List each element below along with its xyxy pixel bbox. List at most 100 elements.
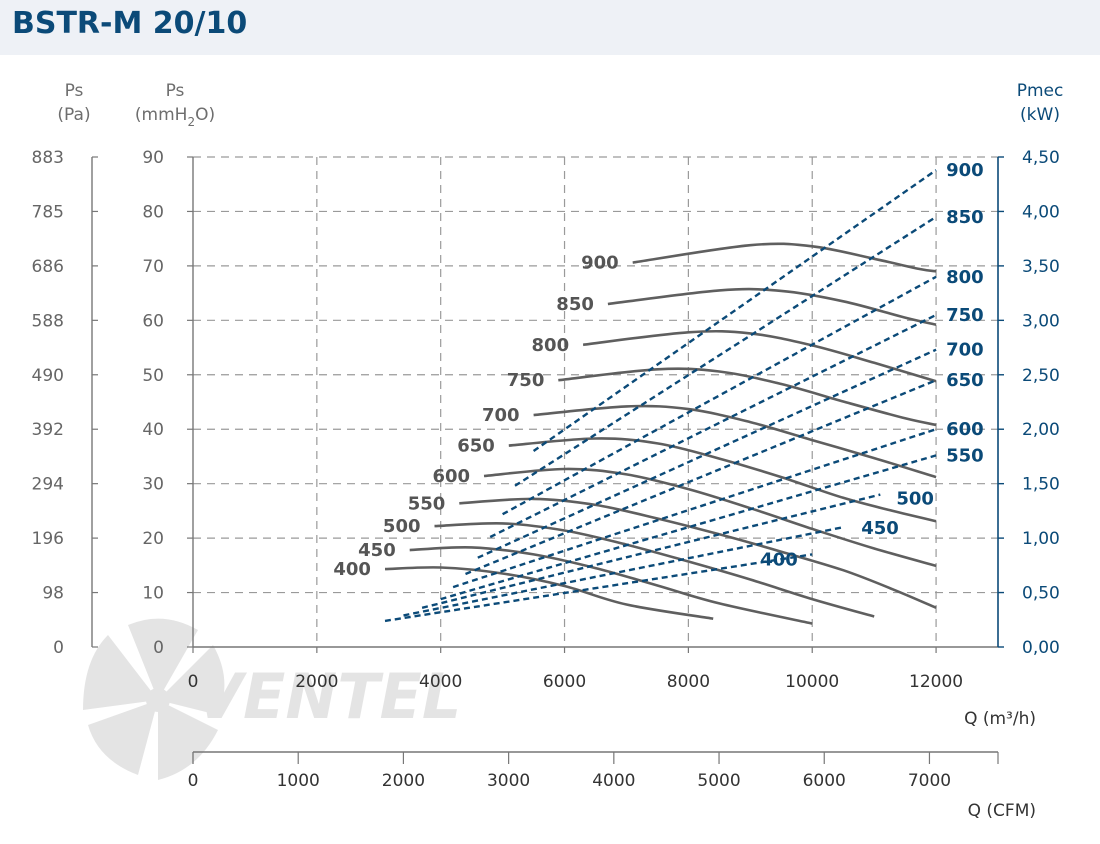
power-curve-label: 850: [946, 207, 984, 228]
power-tick-label: 4,50: [1022, 148, 1060, 168]
mmh2o-unit-a: (mmH: [135, 105, 188, 125]
x-axis-label: Q (m³/h): [964, 709, 1036, 729]
pressure-curve-label: 600: [432, 466, 470, 487]
power-curve-500: [421, 493, 881, 609]
pressure-curve-label: 900: [581, 253, 619, 274]
pa-tick-label: 196: [32, 529, 64, 549]
pa-tick-label: 785: [32, 202, 64, 222]
pa-tick-label: 883: [32, 148, 64, 168]
mmh2o-tick-label: 40: [142, 420, 164, 440]
x-tick-label: 4000: [419, 672, 462, 692]
power-tick-label: 0,00: [1022, 638, 1060, 658]
mmh2o-unit-sub: 2: [187, 115, 195, 129]
pressure-curve-850: [607, 287, 937, 326]
power-curve-750: [489, 313, 937, 539]
power-curve-900: [532, 169, 937, 452]
power-tick-label: 3,00: [1022, 311, 1060, 331]
power-axis-label-1: Pmec: [1017, 81, 1064, 101]
pa-tick-label: 0: [53, 638, 64, 658]
power-tick-label: 3,50: [1022, 257, 1060, 277]
power-tick-label: 4,00: [1022, 202, 1060, 222]
chart-title: BSTR-M 20/10: [12, 6, 248, 41]
power-curve-600: [452, 428, 937, 589]
pressure-curve-500: [434, 521, 875, 618]
mmh2o-axis-label-1: Ps: [166, 81, 185, 101]
pressure-curve-label: 450: [358, 540, 396, 561]
x-tick-label: 2000: [295, 672, 338, 692]
cfm-tick-label: 5000: [697, 771, 740, 791]
pressure-curve-550: [459, 497, 937, 609]
power-curve-850: [514, 215, 937, 487]
x-tick-label: 0: [188, 672, 199, 692]
pressure-curve-600: [483, 467, 937, 568]
pa-axis-label-1: Ps: [65, 81, 84, 101]
cfm-tick-label: 1000: [277, 771, 320, 791]
pressure-curve-400: [384, 566, 714, 620]
pressure-curve-800: [582, 329, 937, 383]
power-curve-label: 600: [946, 419, 984, 440]
power-curve-label: 550: [946, 445, 984, 466]
power-curve-label: 750: [946, 305, 984, 326]
pa-tick-label: 392: [32, 420, 64, 440]
mmh2o-tick-label: 90: [142, 148, 164, 168]
power-curve-label: 800: [946, 267, 984, 288]
power-curve-label: 700: [946, 340, 984, 361]
pressure-curve-label: 850: [556, 294, 594, 315]
pressure-curve-label: 800: [532, 335, 570, 356]
power-curve-700: [477, 348, 937, 559]
mmh2o-tick-label: 20: [142, 529, 164, 549]
x-tick-label: 6000: [543, 672, 586, 692]
power-tick-label: 0,50: [1022, 584, 1060, 604]
pa-tick-label: 686: [32, 257, 64, 277]
x-tick-label: 10000: [785, 672, 839, 692]
power-tick-label: 1,00: [1022, 529, 1060, 549]
pressure-curve-650: [508, 437, 937, 523]
power-curve-label: 650: [946, 370, 984, 391]
cfm-tick-label: 4000: [592, 771, 635, 791]
mmh2o-tick-label: 80: [142, 202, 164, 222]
axis-labels: Ps (Pa) Ps (mmH2O) Pmec (kW) Q (m³/h) Q …: [57, 81, 1063, 821]
pressure-curve-900: [632, 242, 937, 273]
mmh2o-axis-label-2: (mmH2O): [135, 105, 215, 129]
pressure-curve-700: [533, 404, 937, 479]
pa-tick-label: 490: [32, 366, 64, 386]
pressure-curve-label: 750: [507, 370, 545, 391]
pa-tick-label: 588: [32, 311, 64, 331]
power-tick-label: 2,00: [1022, 420, 1060, 440]
cfm-tick-label: 0: [188, 771, 199, 791]
power-tick-label: 2,50: [1022, 366, 1060, 386]
mmh2o-unit-b: O): [195, 105, 215, 125]
pa-axis-label-2: (Pa): [57, 105, 90, 125]
power-axis-label-2: (kW): [1020, 105, 1060, 125]
cfm-axis-label: Q (CFM): [968, 801, 1036, 821]
pa-tick-label: 294: [32, 475, 64, 495]
cfm-tick-label: 3000: [487, 771, 530, 791]
pa-tick-label: 98: [42, 584, 64, 604]
mmh2o-tick-label: 60: [142, 311, 164, 331]
mmh2o-tick-label: 30: [142, 475, 164, 495]
mmh2o-tick-label: 50: [142, 366, 164, 386]
pressure-curve-450: [409, 545, 813, 625]
power-curve-650: [465, 379, 937, 576]
ventel-watermark-logo: VENTEL: [83, 618, 461, 780]
pressure-curve-label: 650: [457, 436, 495, 457]
pressure-curve-label: 500: [383, 516, 421, 537]
watermark-text: VENTEL: [195, 660, 461, 733]
cfm-tick-label: 2000: [382, 771, 425, 791]
power-curve-label: 450: [861, 518, 899, 539]
pressure-curve-750: [558, 367, 937, 427]
power-curve-450: [403, 526, 844, 617]
power-curve-label: 400: [760, 549, 798, 570]
mmh2o-tick-label: 10: [142, 584, 164, 604]
power-curve-label: 900: [946, 160, 984, 181]
power-curve-label: 500: [896, 489, 934, 510]
pressure-curve-label: 550: [408, 493, 446, 514]
x-tick-label: 12000: [909, 672, 963, 692]
axes: 0 0 0,00 10 98 0,50 20 196 1,00 30 294 1,50 40 392 2,0…: [32, 148, 1060, 791]
pressure-curve-label: 400: [333, 559, 371, 580]
pressure-curve-label: 700: [482, 405, 520, 426]
power-tick-label: 1,50: [1022, 475, 1060, 495]
cfm-tick-label: 7000: [908, 771, 951, 791]
